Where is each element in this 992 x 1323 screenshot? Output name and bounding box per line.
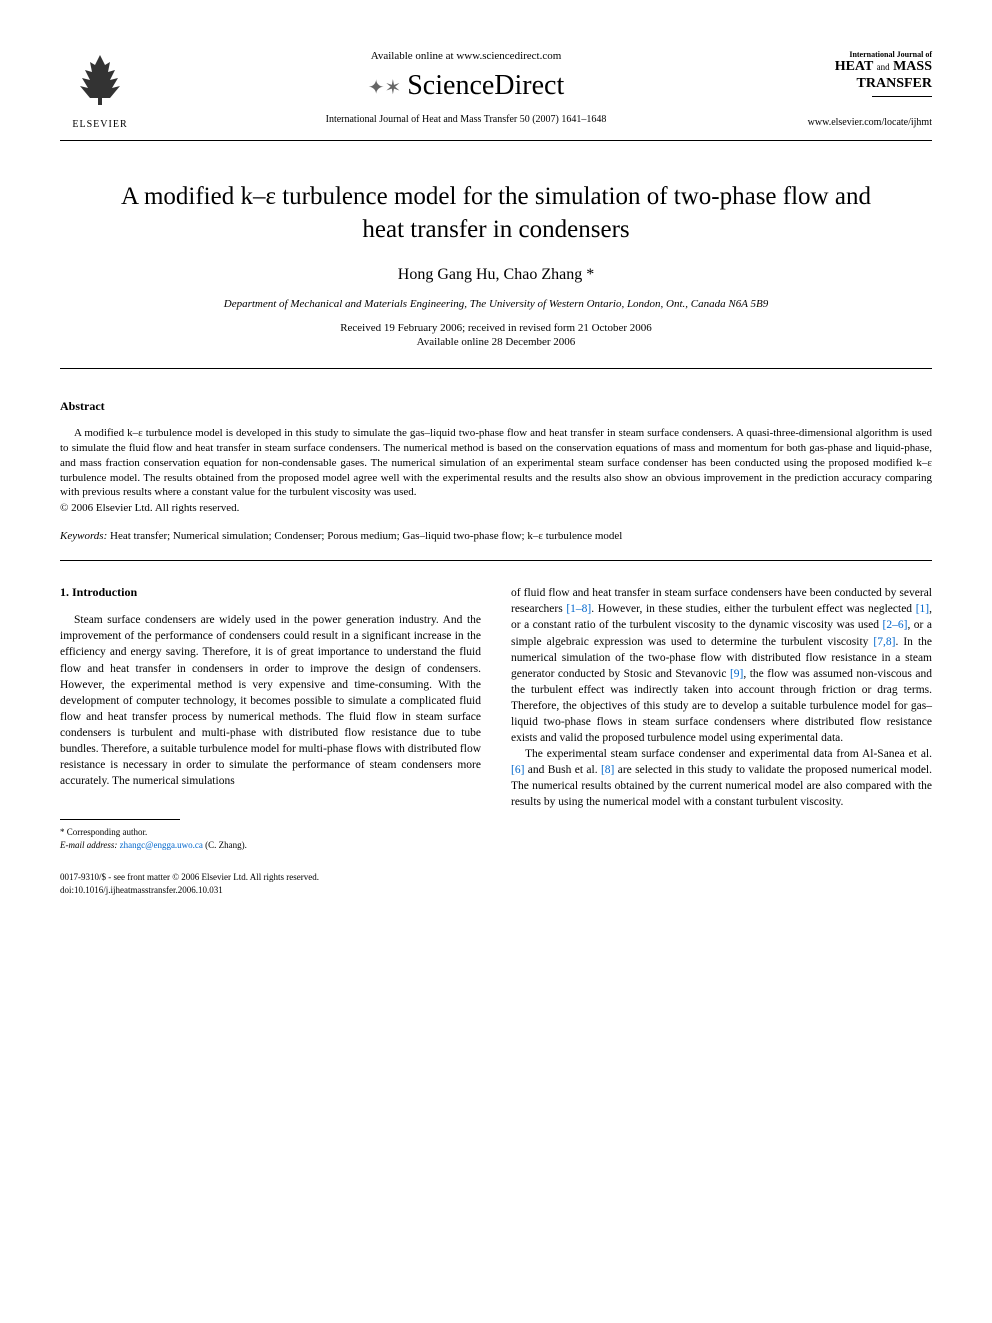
journal-heat: HEAT	[835, 59, 873, 74]
email-attribution: (C. Zhang).	[205, 840, 247, 850]
logo-underline	[872, 96, 932, 97]
sciencedirect-logo: ✦✶ScienceDirect	[140, 70, 792, 102]
copyright-text: © 2006 Elsevier Ltd. All rights reserved…	[60, 502, 932, 514]
sciencedirect-text: ScienceDirect	[407, 70, 564, 101]
abstract-divider	[60, 560, 932, 561]
intro-para-1: Steam surface condensers are widely used…	[60, 612, 481, 789]
available-date: Available online 28 December 2006	[60, 336, 932, 348]
section-1-heading: 1. Introduction	[60, 585, 481, 600]
keywords: Keywords: Heat transfer; Numerical simul…	[60, 530, 932, 542]
received-date: Received 19 February 2006; received in r…	[60, 322, 932, 334]
doi-line: doi:10.1016/j.ijheatmasstransfer.2006.10…	[60, 884, 481, 897]
ref-1[interactable]: [1]	[916, 603, 929, 615]
right-header: International Journal of HEAT and MASS T…	[792, 50, 932, 128]
two-column-layout: 1. Introduction Steam surface condensers…	[60, 585, 932, 896]
title-divider	[60, 368, 932, 369]
issn-line: 0017-9310/$ - see front matter © 2006 El…	[60, 871, 481, 884]
email-address[interactable]: zhangc@engga.uwo.ca	[120, 840, 203, 850]
email-footnote: E-mail address: zhangc@engga.uwo.ca (C. …	[60, 839, 481, 852]
ref-1-8[interactable]: [1–8]	[566, 603, 591, 615]
ref-6[interactable]: [6]	[511, 764, 524, 776]
corresponding-author-note: * Corresponding author.	[60, 826, 481, 839]
elsevier-tree-icon	[60, 50, 140, 117]
center-header: Available online at www.sciencedirect.co…	[140, 50, 792, 125]
elsevier-logo: ELSEVIER	[60, 50, 140, 130]
article-title: A modified k–ε turbulence model for the …	[100, 181, 892, 246]
footnote-divider	[60, 819, 180, 820]
available-online-text: Available online at www.sciencedirect.co…	[140, 50, 792, 62]
abstract-heading: Abstract	[60, 399, 932, 414]
keywords-label: Keywords:	[60, 530, 107, 542]
journal-mass: MASS	[893, 59, 932, 74]
header-row: ELSEVIER Available online at www.science…	[60, 50, 932, 130]
elsevier-label: ELSEVIER	[60, 119, 140, 130]
keywords-text: Heat transfer; Numerical simulation; Con…	[110, 530, 622, 542]
header-divider	[60, 140, 932, 141]
left-column: 1. Introduction Steam surface condensers…	[60, 585, 481, 896]
journal-and: and	[877, 62, 890, 72]
bottom-info: 0017-9310/$ - see front matter © 2006 El…	[60, 871, 481, 896]
abstract-text: A modified k–ε turbulence model is devel…	[60, 426, 932, 500]
journal-logo-main: HEAT and MASS TRANSFER	[792, 59, 932, 93]
affiliation: Department of Mechanical and Materials E…	[60, 298, 932, 310]
journal-citation: International Journal of Heat and Mass T…	[140, 114, 792, 125]
email-label: E-mail address:	[60, 840, 117, 850]
journal-transfer: TRANSFER	[857, 76, 932, 91]
abstract-section: Abstract A modified k–ε turbulence model…	[60, 399, 932, 514]
journal-url: www.elsevier.com/locate/ijhmt	[792, 117, 932, 128]
right-column: of fluid flow and heat transfer in steam…	[511, 585, 932, 896]
journal-logo-top: International Journal of	[792, 50, 932, 59]
authors: Hong Gang Hu, Chao Zhang *	[60, 266, 932, 284]
ref-7-8[interactable]: [7,8]	[873, 636, 895, 648]
ref-2-6[interactable]: [2–6]	[883, 619, 908, 631]
ref-9[interactable]: [9]	[730, 668, 743, 680]
ref-8[interactable]: [8]	[601, 764, 614, 776]
intro-para-1-cont: of fluid flow and heat transfer in steam…	[511, 585, 932, 746]
intro-para-2: The experimental steam surface condenser…	[511, 746, 932, 810]
sciencedirect-icon: ✦✶	[368, 77, 402, 99]
